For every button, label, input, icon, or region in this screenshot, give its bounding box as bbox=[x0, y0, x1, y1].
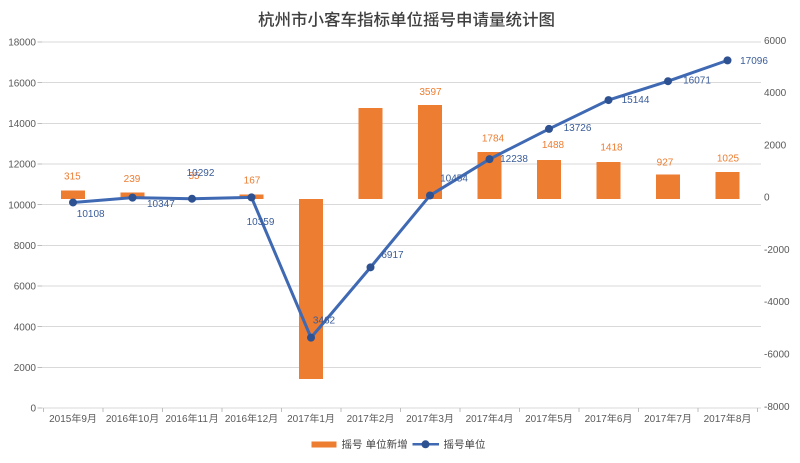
svg-text:2000: 2000 bbox=[764, 140, 787, 151]
svg-text:13726: 13726 bbox=[564, 123, 592, 134]
svg-text:2017: 2017 bbox=[585, 414, 608, 425]
svg-text:239: 239 bbox=[124, 174, 141, 185]
svg-text:15144: 15144 bbox=[622, 95, 650, 106]
svg-text:0: 0 bbox=[764, 193, 770, 204]
svg-text:1025: 1025 bbox=[717, 154, 740, 165]
svg-text:12: 12 bbox=[257, 414, 269, 425]
svg-text:1784: 1784 bbox=[482, 134, 505, 145]
svg-text:-4000: -4000 bbox=[764, 297, 790, 308]
svg-text:3462: 3462 bbox=[313, 316, 336, 327]
svg-text:2017: 2017 bbox=[347, 414, 370, 425]
svg-text:2017: 2017 bbox=[525, 414, 548, 425]
svg-text:3: 3 bbox=[438, 414, 444, 425]
svg-text:8000: 8000 bbox=[14, 241, 37, 252]
svg-text:7: 7 bbox=[676, 414, 682, 425]
svg-text:5: 5 bbox=[557, 414, 563, 425]
svg-text:2017: 2017 bbox=[466, 414, 489, 425]
svg-text:927: 927 bbox=[657, 157, 674, 168]
svg-text:2015: 2015 bbox=[49, 414, 72, 425]
svg-text:18000: 18000 bbox=[8, 38, 36, 49]
svg-text:10359: 10359 bbox=[247, 217, 275, 228]
svg-text:2016: 2016 bbox=[165, 414, 188, 425]
svg-text:315: 315 bbox=[64, 172, 81, 183]
svg-text:2017: 2017 bbox=[704, 414, 727, 425]
svg-text:10347: 10347 bbox=[147, 199, 175, 210]
svg-text:6000: 6000 bbox=[14, 282, 37, 293]
svg-text:10292: 10292 bbox=[187, 168, 215, 179]
svg-text:6: 6 bbox=[617, 414, 623, 425]
svg-text:17096: 17096 bbox=[740, 56, 768, 67]
svg-text:16000: 16000 bbox=[8, 78, 36, 89]
svg-text:-2000: -2000 bbox=[764, 245, 790, 256]
svg-text:1: 1 bbox=[319, 414, 325, 425]
svg-text:6000: 6000 bbox=[764, 36, 787, 47]
svg-text:2017: 2017 bbox=[287, 414, 310, 425]
svg-text:0: 0 bbox=[30, 404, 36, 415]
svg-text:10454: 10454 bbox=[440, 174, 468, 185]
svg-text:2017: 2017 bbox=[644, 414, 667, 425]
svg-text:10: 10 bbox=[138, 414, 150, 425]
svg-text:6917: 6917 bbox=[381, 250, 404, 261]
svg-text:14000: 14000 bbox=[8, 119, 36, 130]
svg-text:4: 4 bbox=[498, 414, 504, 425]
svg-text:2000: 2000 bbox=[14, 363, 37, 374]
svg-text:2016: 2016 bbox=[225, 414, 248, 425]
svg-text:1488: 1488 bbox=[542, 140, 565, 151]
svg-text:10108: 10108 bbox=[77, 209, 105, 220]
svg-text:2016: 2016 bbox=[106, 414, 129, 425]
svg-text:9: 9 bbox=[81, 414, 87, 425]
svg-text:16071: 16071 bbox=[683, 76, 711, 87]
svg-text:55: 55 bbox=[188, 171, 200, 182]
svg-text:-8000: -8000 bbox=[764, 402, 790, 413]
svg-text:4000: 4000 bbox=[764, 88, 787, 99]
svg-text:2017: 2017 bbox=[406, 414, 429, 425]
svg-text:4000: 4000 bbox=[14, 322, 37, 333]
svg-text:167: 167 bbox=[244, 176, 261, 187]
svg-text:12238: 12238 bbox=[500, 154, 528, 165]
svg-text:3597: 3597 bbox=[419, 87, 442, 98]
svg-text:10000: 10000 bbox=[8, 200, 36, 211]
svg-text:11: 11 bbox=[198, 414, 209, 425]
svg-text:1418: 1418 bbox=[600, 142, 623, 153]
svg-text:12000: 12000 bbox=[8, 160, 36, 171]
svg-text:8: 8 bbox=[736, 414, 742, 425]
svg-text:-6000: -6000 bbox=[764, 350, 790, 361]
svg-text:2: 2 bbox=[379, 414, 385, 425]
